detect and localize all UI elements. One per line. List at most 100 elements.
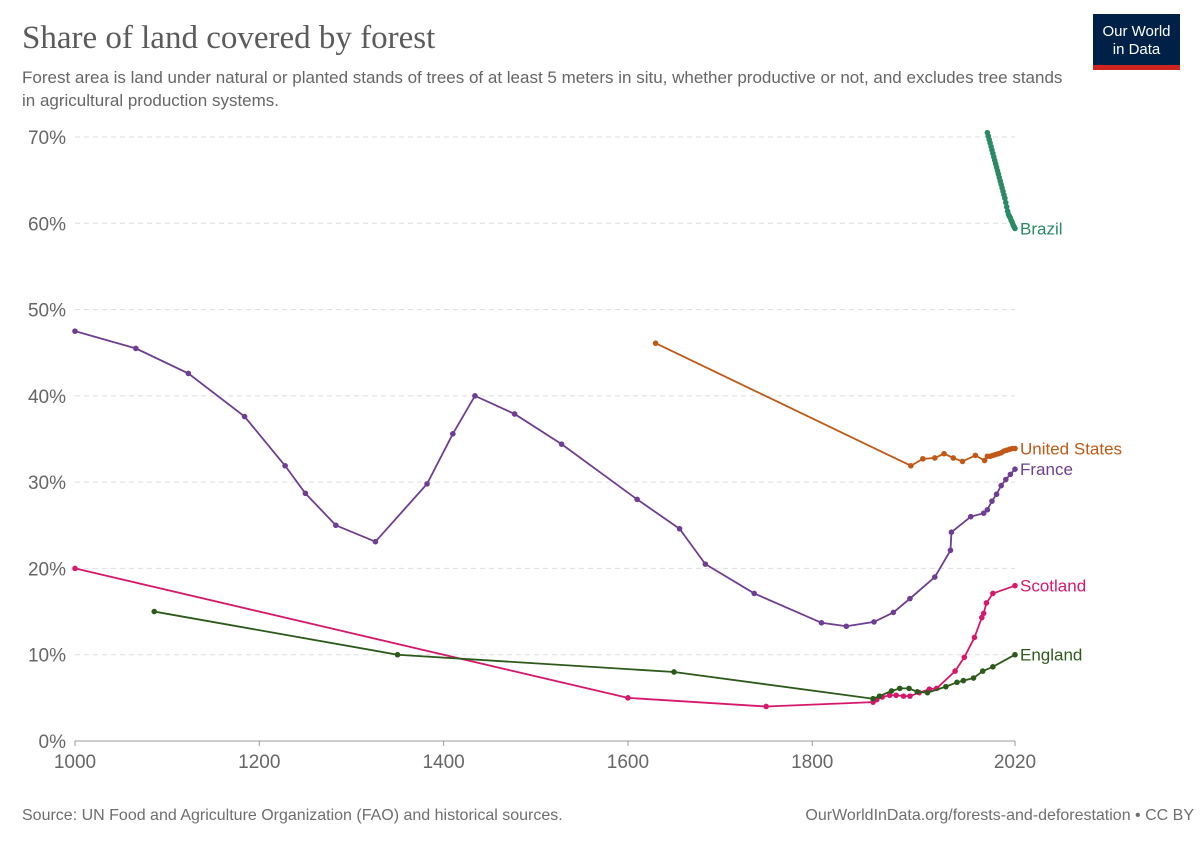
data-point: [871, 619, 877, 625]
data-point: [948, 529, 955, 535]
data-point: [954, 679, 960, 686]
data-point: [652, 340, 659, 347]
data-point: [333, 522, 339, 529]
data-point: [908, 462, 914, 469]
x-tick-label: 1200: [238, 752, 280, 773]
data-point: [1012, 445, 1018, 452]
data-point: [472, 393, 478, 399]
data-point: [967, 513, 974, 520]
chart-title: Share of land covered by forest: [22, 20, 436, 56]
x-tick-label: 1800: [791, 752, 833, 773]
data-point: [932, 574, 938, 580]
data-point: [151, 608, 158, 615]
x-tick-label: 1000: [54, 752, 96, 773]
data-point: [900, 693, 907, 699]
x-tick-label: 1400: [422, 752, 464, 773]
data-point: [1012, 466, 1018, 473]
data-point: [989, 498, 995, 504]
data-point: [993, 491, 1000, 498]
data-point: [990, 663, 996, 670]
data-point: [961, 654, 968, 661]
series-label: England: [1020, 646, 1082, 665]
data-point: [893, 692, 899, 699]
data-point: [558, 441, 565, 447]
data-point: [1012, 225, 1018, 232]
data-point: [907, 693, 913, 699]
data-point: [818, 619, 825, 626]
y-tick-label: 20%: [28, 559, 66, 580]
data-point: [983, 600, 990, 606]
data-point: [990, 590, 996, 597]
data-point: [972, 452, 979, 459]
data-point: [970, 675, 977, 681]
y-tick-label: 40%: [28, 387, 66, 408]
data-point: [72, 328, 78, 334]
data-point: [876, 693, 883, 699]
data-point: [372, 538, 379, 545]
y-tick-label: 10%: [28, 646, 66, 667]
data-point: [1002, 195, 1008, 202]
owid-logo[interactable]: Our World in Data: [1093, 14, 1180, 70]
data-point: [634, 496, 640, 503]
data-point: [924, 689, 931, 696]
x-tick-label: 1600: [607, 752, 649, 773]
data-point: [960, 677, 967, 684]
data-point: [751, 590, 757, 597]
data-point: [984, 506, 991, 513]
data-point: [941, 450, 947, 457]
y-tick-label: 0%: [39, 732, 67, 753]
logo-line2: in Data: [1112, 41, 1161, 58]
data-point: [971, 634, 978, 641]
series-line-france: [74, 330, 1016, 628]
data-point: [950, 455, 957, 461]
series-line-united-states: [655, 342, 1015, 467]
data-point: [888, 688, 895, 694]
y-tick-label: 30%: [28, 473, 66, 494]
data-point: [906, 685, 912, 692]
data-point: [1012, 582, 1018, 589]
data-point: [886, 692, 893, 699]
data-point: [394, 651, 401, 658]
series-label: Brazil: [1020, 219, 1063, 238]
credit-link[interactable]: OurWorldInData.org/forests-and-deforesta…: [805, 807, 1194, 824]
y-tick-label: 70%: [28, 128, 66, 149]
data-point: [914, 689, 921, 695]
data-point: [870, 695, 876, 702]
data-point: [676, 525, 683, 532]
series-line-scotland: [74, 567, 1016, 708]
data-point: [979, 614, 985, 621]
data-point: [241, 413, 248, 420]
data-point: [947, 547, 954, 554]
y-tick-label: 50%: [28, 301, 66, 322]
chart-subtitle: Forest area is land under natural or pla…: [22, 68, 1063, 110]
data-point: [943, 683, 949, 690]
data-point: [424, 481, 430, 487]
data-point: [979, 668, 986, 674]
data-point: [1003, 204, 1010, 210]
data-point: [920, 456, 926, 462]
data-point: [907, 595, 913, 602]
data-point: [932, 455, 938, 461]
series-label: France: [1020, 460, 1073, 479]
data-point: [1002, 199, 1009, 206]
data-point: [890, 609, 897, 616]
data-point: [763, 703, 769, 710]
x-tick-label: 2020: [994, 752, 1036, 773]
data-point: [981, 457, 988, 464]
data-point: [185, 370, 192, 377]
data-point: [625, 695, 631, 701]
data-point: [702, 561, 709, 567]
data-point: [1007, 471, 1014, 478]
series-label: United States: [1020, 439, 1122, 458]
logo-line1: Our World: [1102, 23, 1171, 40]
data-point: [133, 345, 139, 352]
data-point: [952, 668, 958, 674]
data-point: [959, 458, 966, 465]
data-point: [282, 462, 288, 469]
data-point: [897, 685, 903, 692]
data-point: [980, 610, 987, 617]
y-tick-label: 60%: [28, 214, 66, 235]
data-point: [1012, 651, 1018, 658]
data-point: [302, 490, 309, 497]
